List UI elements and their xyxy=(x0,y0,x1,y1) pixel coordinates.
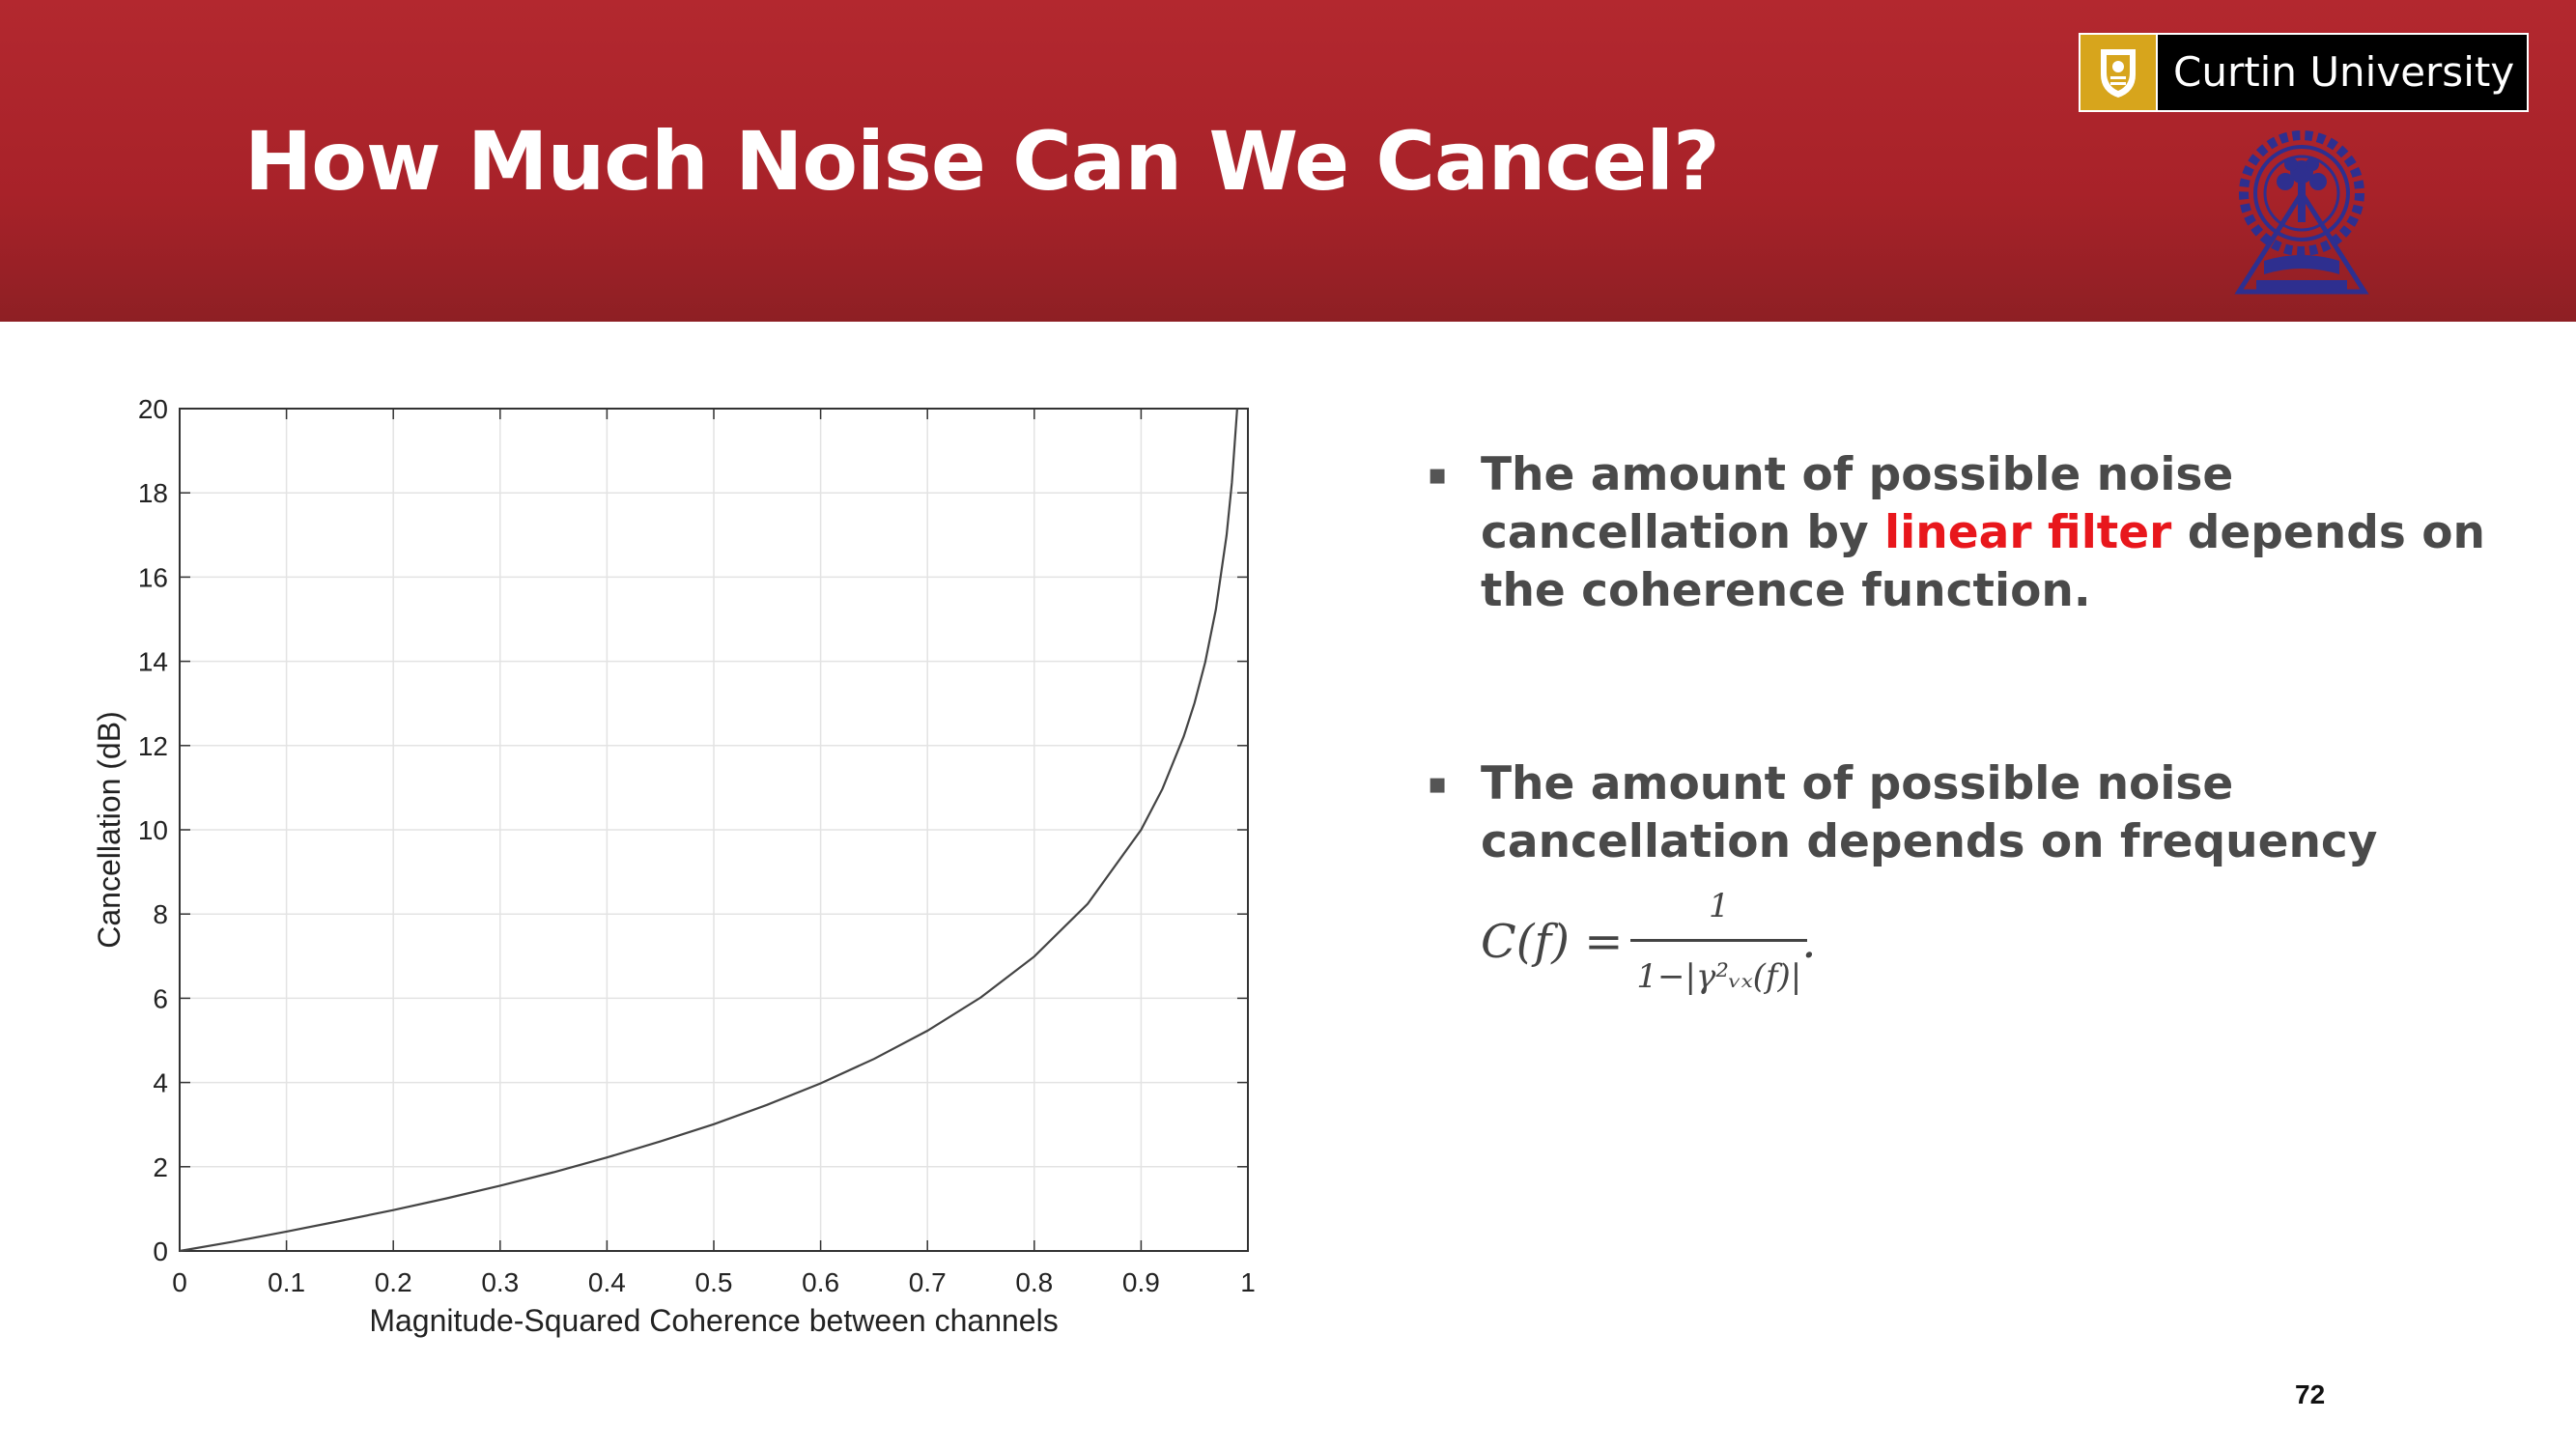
y-tick-label: 0 xyxy=(153,1236,168,1266)
y-tick-label: 2 xyxy=(153,1152,168,1182)
curtin-logo: Curtin University xyxy=(2079,33,2529,112)
y-tick-label: 6 xyxy=(153,983,168,1013)
bullet-marker-icon: ▪ xyxy=(1428,767,1448,801)
x-tick-label: 1 xyxy=(1240,1267,1256,1297)
formula-denominator: 1−|γ²ᵥₓ(f)| xyxy=(1636,957,1802,996)
y-tick-label: 16 xyxy=(138,562,168,592)
bullet-text: The amount of possible noise cancellatio… xyxy=(1481,448,2485,617)
y-tick-label: 10 xyxy=(138,815,168,845)
y-tick-label: 12 xyxy=(138,731,168,761)
slide-header: How Much Noise Can We Cancel? Curtin Uni… xyxy=(0,0,2576,322)
bullet-item: ▪ The amount of possible noise cancellat… xyxy=(1428,755,2490,1006)
x-axis-label: Magnitude-Squared Coherence between chan… xyxy=(369,1303,1058,1338)
bullet-marker-icon: ▪ xyxy=(1428,458,1448,492)
y-tick-label: 14 xyxy=(138,647,168,677)
x-tick-label: 0.7 xyxy=(909,1267,947,1297)
y-tick-label: 4 xyxy=(153,1068,168,1098)
bullet-list: ▪ The amount of possible noise cancellat… xyxy=(1428,446,2490,1006)
slide-title: How Much Noise Can We Cancel? xyxy=(244,114,1720,209)
x-tick-label: 0.8 xyxy=(1015,1267,1053,1297)
curtin-logo-text: Curtin University xyxy=(2173,48,2515,96)
x-tick-label: 0 xyxy=(172,1267,187,1297)
x-tick-label: 0.5 xyxy=(695,1267,733,1297)
bullet-text: The amount of possible noise cancellatio… xyxy=(1481,757,2378,868)
x-tick-label: 0.3 xyxy=(481,1267,519,1297)
x-tick-label: 0.2 xyxy=(375,1267,412,1297)
coherence-cancellation-chart: 0 0.1 0.2 0.3 0.4 0.5 0.6 0.7 0.8 0.9 1 0 2 4 6 8 10 12 1… xyxy=(92,394,1256,1338)
formula-numerator: 1 xyxy=(1630,877,1808,942)
bullet-item: ▪ The amount of possible noise cancellat… xyxy=(1428,446,2490,620)
formula-lhs: C(f) = xyxy=(1481,914,1624,969)
x-tick-label: 0.6 xyxy=(802,1267,839,1297)
y-tick-label: 20 xyxy=(138,394,168,424)
institute-seal-icon xyxy=(2227,126,2376,298)
x-tick-label: 0.1 xyxy=(268,1267,305,1297)
y-tick-labels: 0 2 4 6 8 10 12 14 16 18 20 xyxy=(138,394,168,1266)
page-number: 72 xyxy=(2295,1379,2326,1409)
cancellation-curve xyxy=(179,408,1238,1253)
x-tick-label: 0.4 xyxy=(588,1267,626,1297)
formula-fraction: 1 1−|γ²ᵥₓ(f)| xyxy=(1630,877,1808,1006)
coherence-formula: C(f) = 1 1−|γ²ᵥₓ(f)| . xyxy=(1481,877,2490,1006)
y-axis-label: Cancellation (dB) xyxy=(92,711,127,948)
x-tick-label: 0.9 xyxy=(1122,1267,1160,1297)
y-tick-label: 18 xyxy=(138,478,168,508)
linear-filter-highlight: linear filter xyxy=(1884,506,2172,559)
y-tick-label: 8 xyxy=(153,899,168,929)
tick-marks xyxy=(179,408,1249,1252)
x-tick-labels: 0 0.1 0.2 0.3 0.4 0.5 0.6 0.7 0.8 0.9 1 xyxy=(172,1267,1256,1297)
formula-period: . xyxy=(1801,914,1817,969)
curtin-crest-icon xyxy=(2081,35,2158,110)
